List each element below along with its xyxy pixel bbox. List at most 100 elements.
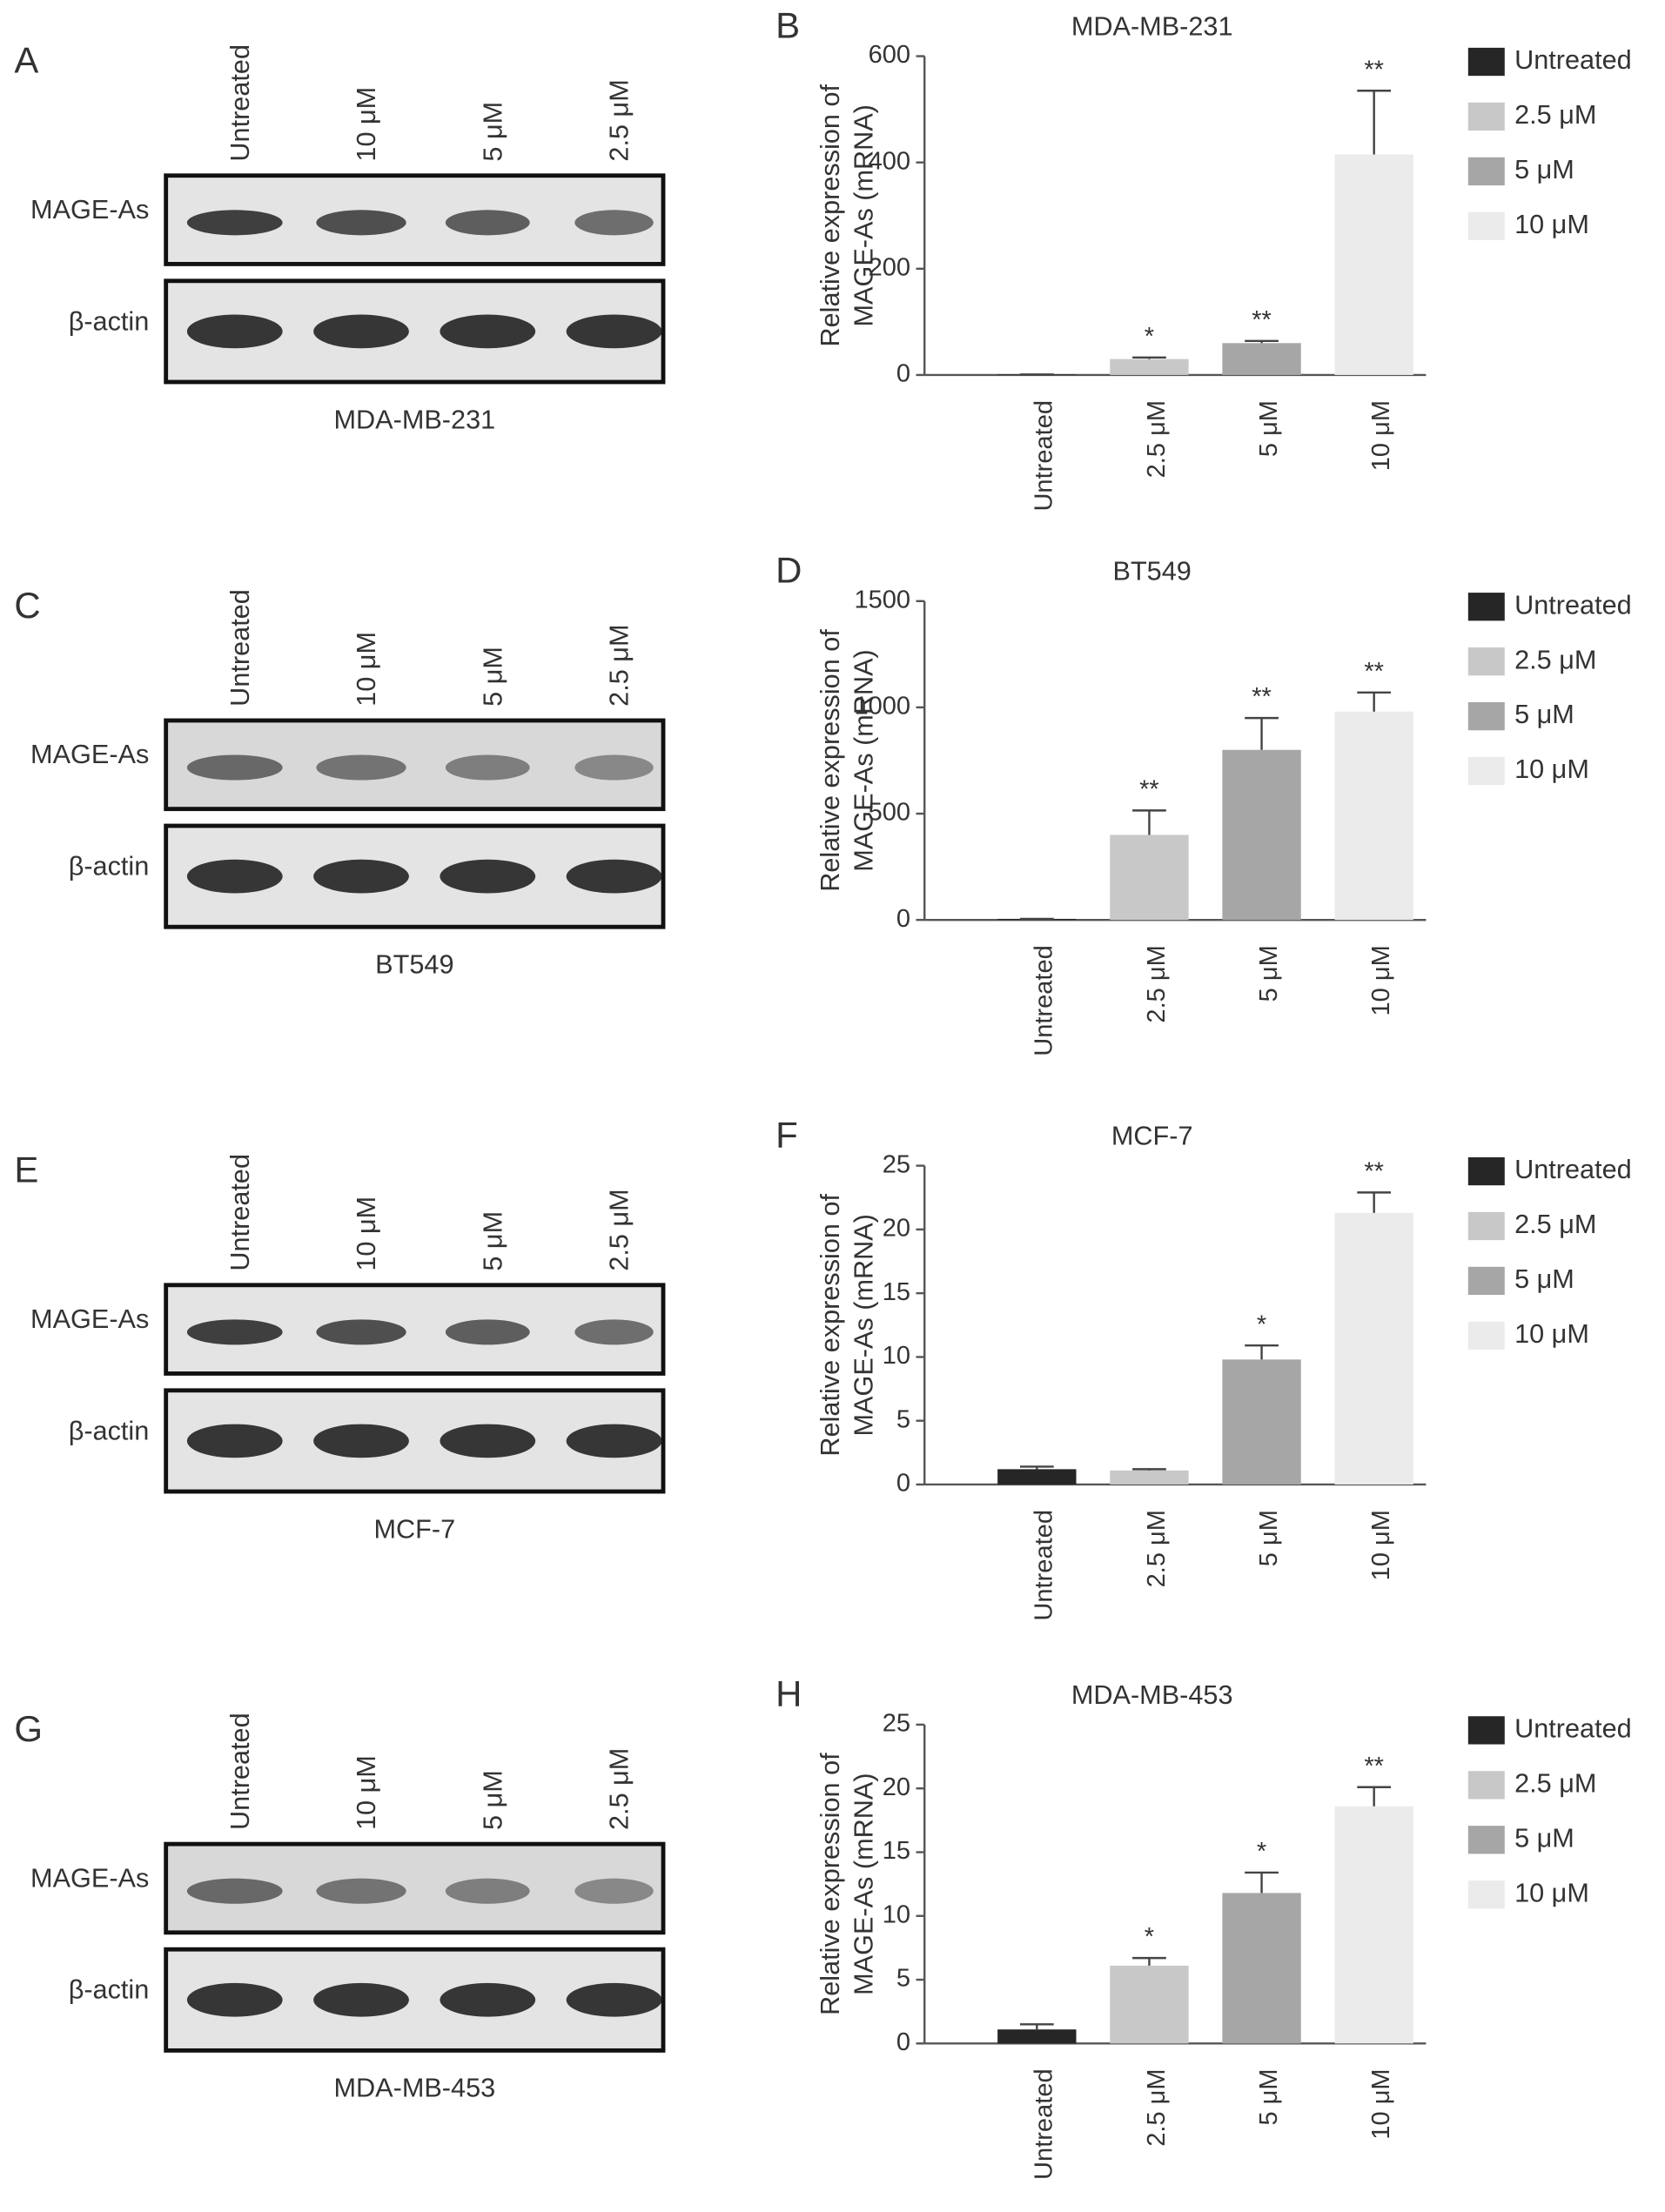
x-tick-label: 5 μM [1255, 2068, 1283, 2125]
bar [1222, 1893, 1301, 2044]
legend-label: 2.5 μM [1514, 1768, 1596, 1798]
blot-band [445, 1319, 530, 1345]
bar [1334, 1212, 1413, 1485]
x-tick-label: Untreated [1031, 945, 1058, 1056]
y-tick-label: 200 [869, 253, 910, 281]
chart-title: MDA-MB-453 [1071, 1680, 1233, 1710]
significance: * [1257, 1838, 1266, 1866]
lane-label: Untreated [225, 1154, 255, 1271]
legend-label: Untreated [1514, 45, 1632, 75]
legend-swatch [1467, 1156, 1505, 1186]
y-tick-label: 0 [896, 360, 910, 388]
x-tick-label: 2.5 μM [1143, 2068, 1171, 2146]
lane-label: 10 μM [352, 1196, 381, 1271]
y-tick-label: 10 [883, 1900, 910, 1928]
y-tick-label: 15 [883, 1278, 910, 1306]
panel-letter: E [14, 1150, 38, 1190]
y-tick-label: 600 [869, 41, 910, 69]
blot-caption: MDA-MB-231 [334, 405, 496, 434]
legend-swatch [1467, 1771, 1505, 1800]
x-tick-label: 2.5 μM [1143, 1510, 1171, 1587]
legend-label: Untreated [1514, 1714, 1632, 1744]
error-bar [1019, 1465, 1054, 1470]
error-bar [1357, 90, 1392, 155]
blot-band [186, 1982, 283, 2017]
row-label: MAGE-As [30, 1863, 149, 1893]
blot-band [574, 754, 654, 781]
row-label: MAGE-As [30, 195, 149, 225]
lane-label: 2.5 μM [605, 1748, 634, 1830]
error-bar [1357, 1786, 1392, 1806]
y-axis-label: Relative expression of [816, 1753, 845, 2015]
y-axis-label: MAGE-As (mRNA) [849, 104, 879, 326]
error-bar [1357, 1191, 1392, 1213]
legend-label: 10 μM [1514, 210, 1589, 239]
legend-label: 5 μM [1514, 1823, 1574, 1853]
lane-label: 10 μM [352, 87, 381, 162]
significance: ** [1364, 56, 1384, 84]
y-tick-label: 5 [896, 1965, 910, 1993]
legend-label: 2.5 μM [1514, 645, 1596, 674]
panel-letter: B [775, 4, 800, 45]
bar [1334, 711, 1413, 921]
y-tick-label: 0 [896, 905, 910, 933]
lane-label: 5 μM [478, 102, 507, 162]
bar [1110, 1965, 1189, 2044]
y-axis-label: Relative expression of [816, 1193, 845, 1456]
y-tick-label: 15 [883, 1837, 910, 1865]
blot-band [574, 1878, 654, 1904]
y-axis-label: MAGE-As (mRNA) [849, 1773, 879, 1994]
legend-label: 10 μM [1514, 754, 1589, 784]
x-tick-label: 2.5 μM [1143, 945, 1171, 1022]
blot-band [316, 1319, 406, 1345]
error-bar [1132, 1468, 1166, 1471]
blot-band [186, 859, 283, 894]
y-axis-label: MAGE-As (mRNA) [849, 1214, 879, 1436]
error-bar [1245, 1871, 1279, 1894]
blot-band [313, 314, 409, 349]
bar [1110, 835, 1189, 921]
lane-label: Untreated [225, 44, 255, 162]
significance: ** [1252, 683, 1272, 711]
lane-label: 5 μM [478, 647, 507, 707]
y-tick-label: 0 [896, 2028, 910, 2056]
bar [997, 1469, 1077, 1485]
panel-letter: G [14, 1708, 43, 1749]
row-label: β-actin [69, 1975, 150, 2005]
blot-caption: MDA-MB-453 [334, 2074, 496, 2103]
blot-band [445, 210, 530, 236]
legend-label: 10 μM [1514, 1878, 1589, 1907]
significance: * [1145, 1923, 1154, 1951]
legend-label: 2.5 μM [1514, 100, 1596, 130]
bar [1110, 359, 1189, 375]
blot-band [574, 210, 654, 236]
blot-band [566, 1982, 662, 2017]
blot-band [186, 314, 283, 349]
error-bar [1132, 1956, 1166, 1966]
chart-title: MCF-7 [1111, 1121, 1193, 1150]
bar [1222, 1359, 1301, 1485]
panel-letter: H [775, 1673, 802, 1714]
legend-label: Untreated [1514, 590, 1632, 620]
bar [997, 2029, 1077, 2044]
error-bar [1357, 691, 1392, 712]
bar [1222, 749, 1301, 921]
error-bar [1245, 716, 1279, 750]
legend-swatch [1467, 701, 1505, 731]
legend-swatch [1467, 593, 1505, 621]
legend-label: 5 μM [1514, 155, 1574, 184]
bar [1334, 1806, 1413, 2044]
blot-band [313, 1424, 409, 1458]
x-tick-label: 10 μM [1367, 945, 1395, 1016]
significance: * [1257, 1310, 1266, 1338]
x-tick-label: 10 μM [1367, 400, 1395, 471]
error-bar [1132, 356, 1166, 359]
significance: ** [1252, 306, 1272, 334]
panel-letter: F [775, 1114, 798, 1155]
significance: ** [1364, 658, 1384, 686]
legend-swatch [1467, 157, 1505, 186]
panel-letter: C [14, 585, 40, 626]
legend-label: 5 μM [1514, 700, 1574, 729]
blot-band [440, 314, 536, 349]
